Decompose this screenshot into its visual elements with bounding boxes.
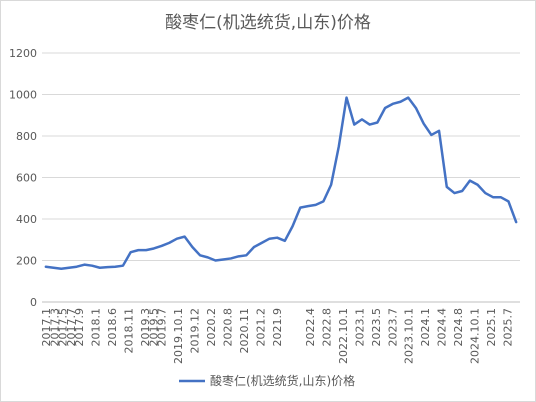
y-tick-label: 1000 — [9, 89, 37, 102]
x-tick-label: 2019.3 — [139, 308, 152, 347]
x-tick-label: 2018.11 — [123, 308, 136, 354]
x-tick-label: 2017.5 — [57, 308, 70, 347]
x-tick-label: 2024.1 — [419, 308, 432, 347]
x-tick-label: 2020.2 — [205, 308, 218, 347]
x-tick-label: 2017.9 — [73, 308, 86, 347]
x-tick-label: 2018.6 — [106, 308, 119, 347]
x-tick-label: 2020.8 — [221, 308, 234, 347]
x-tick-label: 2017.3 — [48, 308, 61, 347]
y-tick-label: 800 — [16, 130, 37, 143]
y-tick-label: 400 — [16, 213, 37, 226]
x-tick-label: 2023.7 — [386, 308, 399, 347]
x-tick-label: 2023.10.1 — [403, 308, 416, 364]
series-line — [44, 96, 518, 271]
legend: 酸枣仁(机选统货,山东)价格 — [179, 373, 355, 388]
x-tick-label: 2021.9 — [271, 308, 284, 347]
x-tick-label: 2024.4 — [436, 308, 449, 347]
x-tick-label: 2022.4 — [304, 308, 317, 347]
x-tick-label: 2019.12 — [188, 308, 201, 354]
y-axis-ticks: 0 200 400 600 800 1000 1200 — [9, 47, 37, 309]
x-tick-label: 2018.1 — [90, 308, 103, 347]
chart-title: 酸枣仁(机选统货,山东)价格 — [165, 13, 371, 33]
y-tick-label: 1200 — [9, 47, 37, 60]
x-tick-label: 2025.1 — [485, 308, 498, 347]
y-tick-label: 200 — [16, 255, 37, 268]
gridlines — [42, 52, 520, 303]
plot-area — [44, 96, 518, 271]
x-tick-label: 2019.7 — [156, 308, 169, 347]
x-tick-label: 2022.10.1 — [337, 308, 350, 364]
x-tick-label: 2019.10.1 — [172, 308, 185, 364]
x-tick-label: 2023.1 — [353, 308, 366, 347]
x-tick-label: 2019.5 — [147, 308, 160, 347]
legend-label: 酸枣仁(机选统货,山东)价格 — [210, 373, 355, 388]
y-tick-label: 600 — [16, 172, 37, 185]
y-tick-label: 0 — [30, 296, 37, 309]
x-tick-label: 2025.7 — [502, 308, 515, 347]
x-tick-label: 2017.1 — [40, 308, 53, 347]
x-tick-label: 2024.8 — [452, 308, 465, 347]
x-tick-label: 2021.2 — [254, 308, 267, 347]
x-tick-label: 2024.10.1 — [469, 308, 482, 364]
x-tick-label: 2022.8 — [320, 308, 333, 347]
x-tick-label: 2017.7 — [65, 308, 78, 347]
x-tick-label: 2023.5 — [370, 308, 383, 347]
x-tick-label: 2020.11 — [238, 308, 251, 354]
